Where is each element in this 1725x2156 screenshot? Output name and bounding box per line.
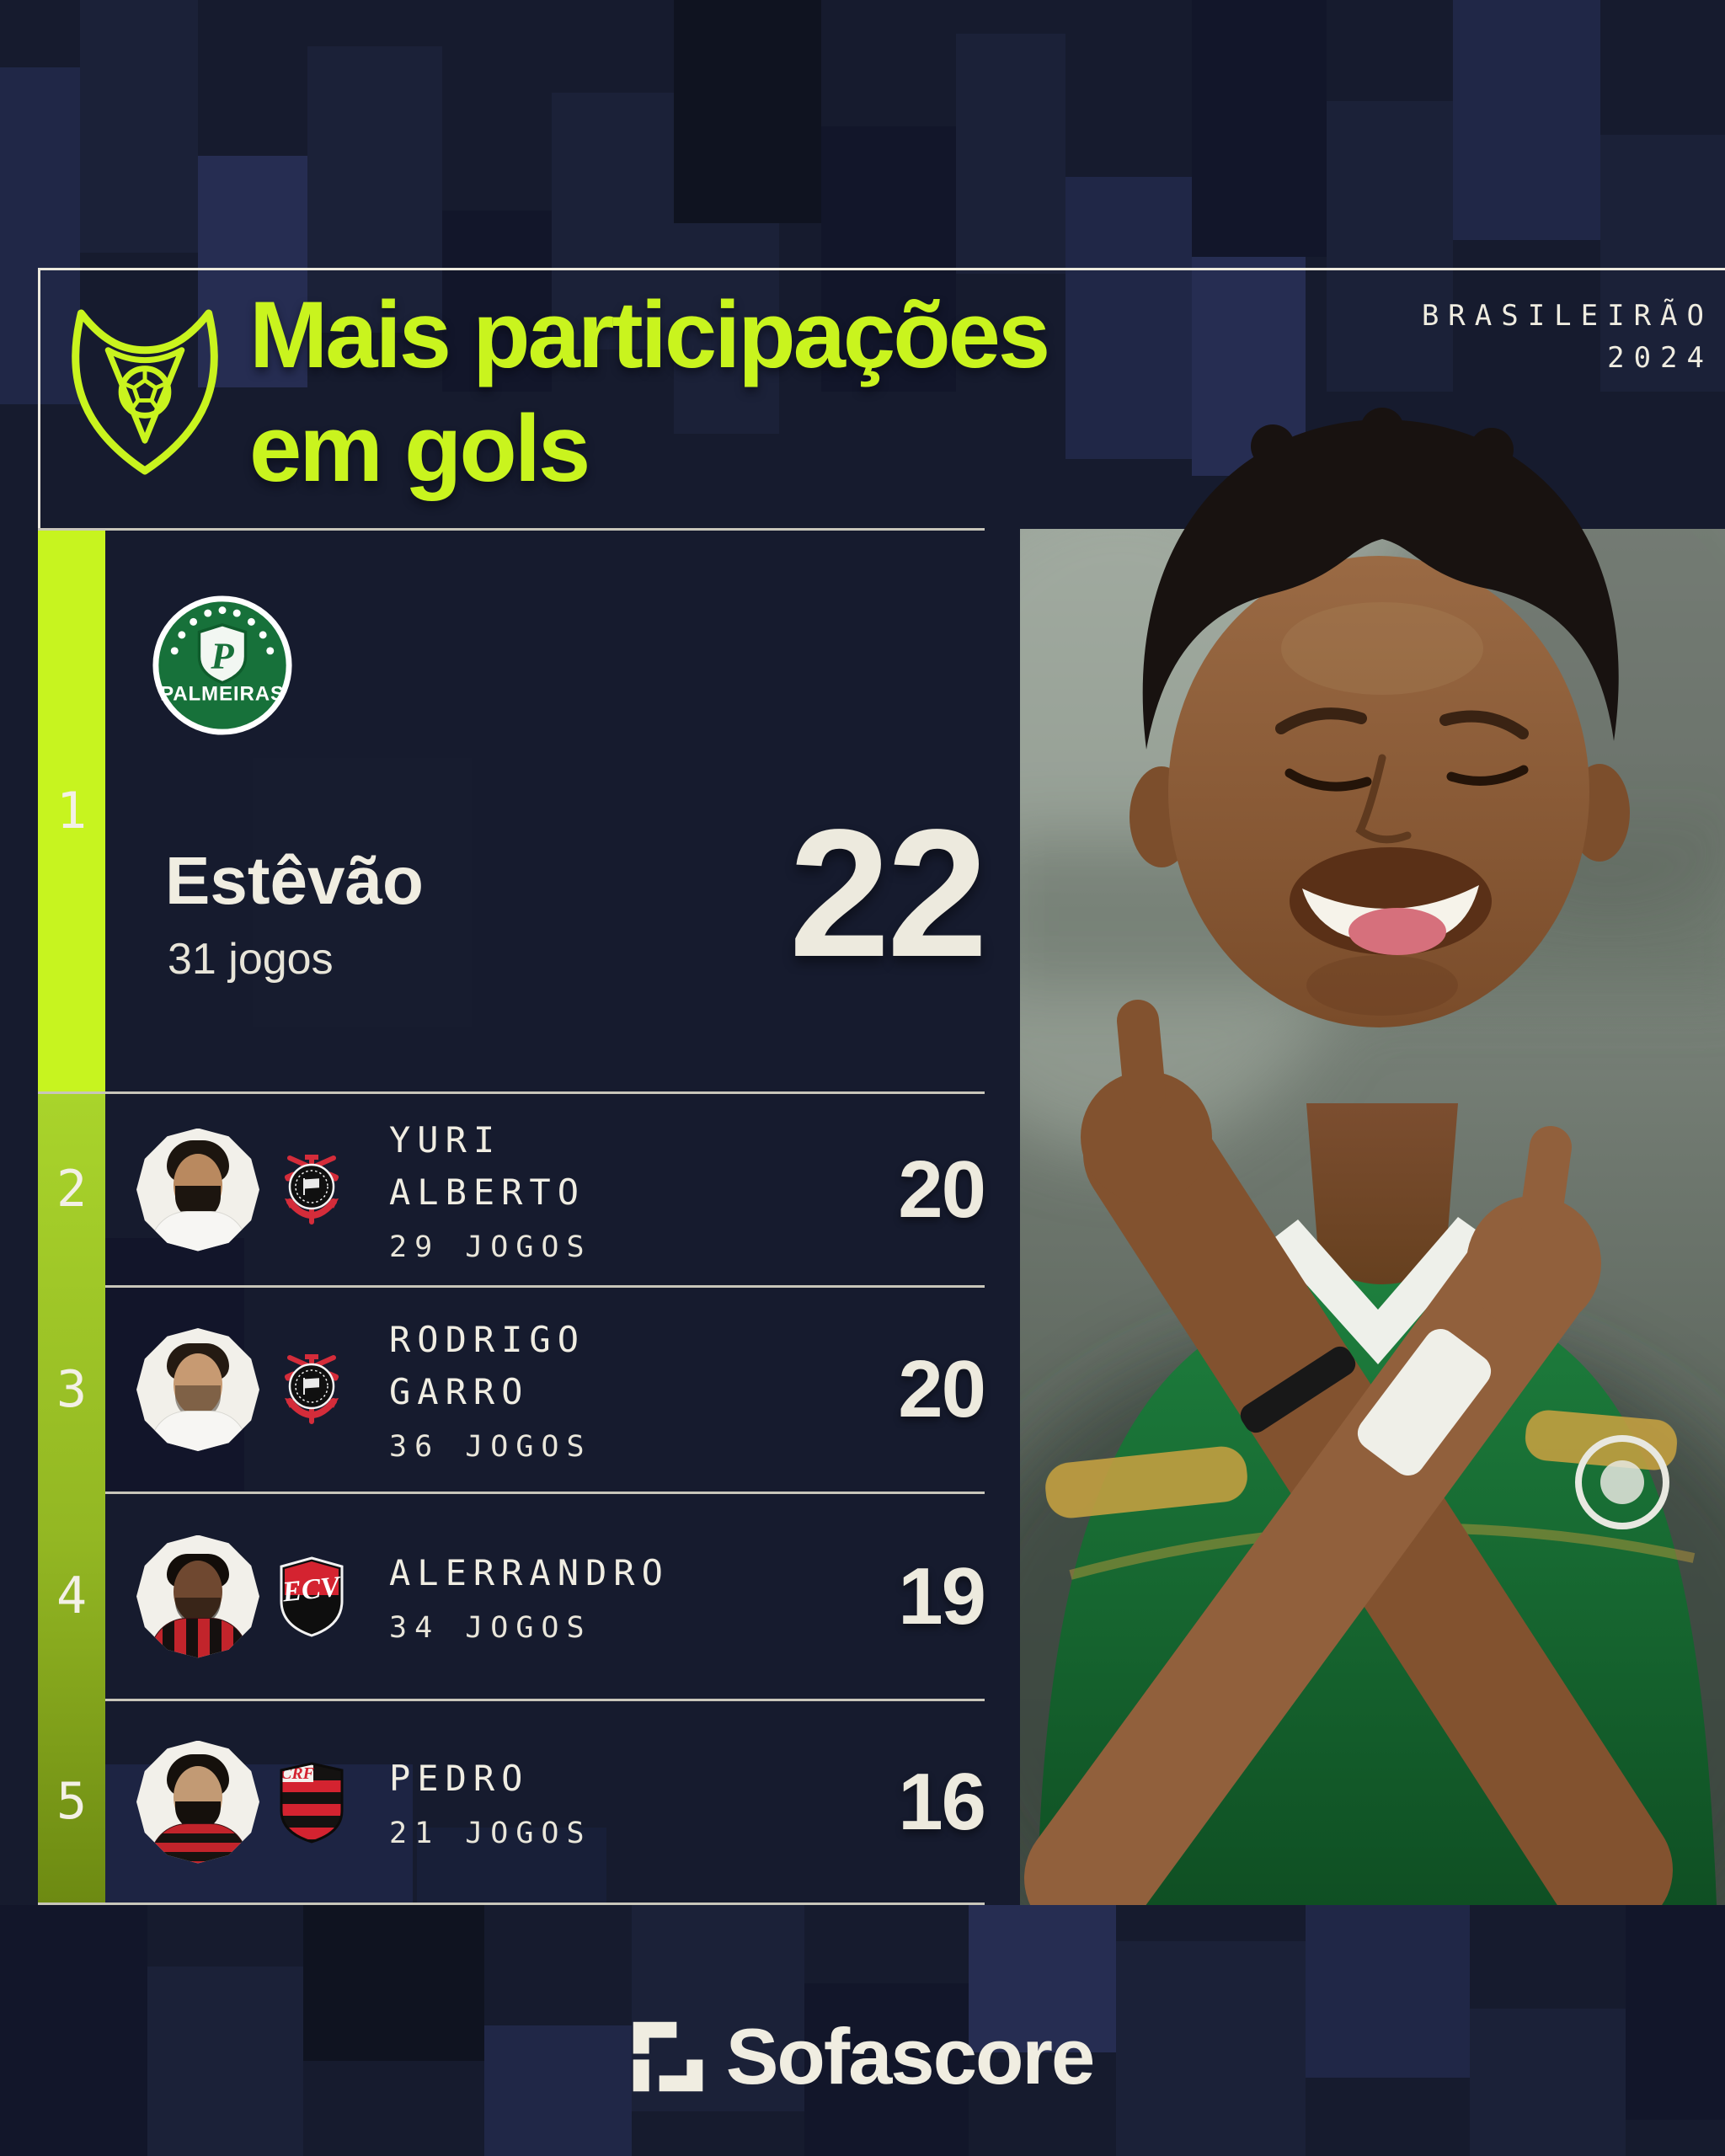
mosaic-tile	[442, 211, 552, 392]
list-bottom-divider	[38, 1903, 985, 1905]
mosaic-tile	[821, 126, 956, 392]
mosaic-tile	[1470, 2009, 1626, 2156]
page-title-line2: em gols	[249, 396, 590, 501]
mosaic-tile	[552, 93, 674, 350]
ranking-row-5: CRF PEDRO 21 JOGOS 16	[105, 1701, 986, 1903]
rank-number-2: 2	[56, 1160, 88, 1219]
footer-brand: Sofascore	[0, 2011, 1725, 2102]
player-name-line2: GARRO	[389, 1371, 530, 1412]
mosaic-tile	[1327, 101, 1453, 392]
svg-text:PALMEIRAS: PALMEIRAS	[160, 682, 285, 705]
mosaic-tile	[147, 1967, 303, 2156]
row-divider-1-2	[38, 1091, 985, 1094]
mosaic-tile	[804, 1983, 969, 2156]
player-games-estevao: 31 jogos	[168, 935, 334, 984]
mosaic-tile	[303, 1905, 484, 2061]
row-divider-3-4	[105, 1492, 985, 1494]
player-games: 34 JOGOS	[389, 1610, 592, 1645]
header-frame	[38, 268, 1725, 531]
corinthians-badge-icon	[284, 1154, 339, 1225]
rank-number-3: 3	[56, 1360, 88, 1419]
player-info: ALERRANDRO 34 JOGOS	[389, 1547, 670, 1646]
stat-value: 20	[898, 1344, 986, 1434]
mosaic-tile	[1306, 1905, 1470, 2078]
stat-value: 16	[898, 1756, 986, 1847]
row-divider-2-3	[105, 1285, 985, 1288]
player-photo-yuri-alberto	[136, 1128, 259, 1251]
player-games: 29 JOGOS	[389, 1230, 592, 1264]
rank-number-4: 4	[56, 1566, 88, 1625]
svg-text:ECV: ECV	[280, 1571, 344, 1608]
player-photo-alerrandro	[136, 1534, 259, 1658]
player-name-estevao: Estêvão	[165, 843, 424, 918]
player-name-line1: RODRIGO	[389, 1319, 586, 1360]
avatar-face	[174, 1353, 222, 1416]
mosaic-tile	[253, 758, 472, 1027]
brasileirao-trophy-icon	[72, 309, 218, 475]
sofascore-icon	[633, 2021, 702, 2092]
mosaic-tile	[1626, 1905, 1725, 2120]
ranking-row-2: YURI ALBERTO 29 JOGOS 20	[105, 1094, 986, 1285]
flamengo-badge-icon: CRF	[280, 1761, 344, 1844]
mosaic-tile	[307, 46, 442, 333]
mosaic-tile	[674, 0, 821, 223]
rank-2-5-highlight-bar	[38, 1094, 105, 1903]
svg-text:P: P	[210, 634, 234, 676]
player-photo-pedro	[136, 1740, 259, 1864]
player-games: 21 JOGOS	[389, 1816, 592, 1850]
player-games: 36 JOGOS	[389, 1430, 592, 1464]
player-photo-rodrigo-garro	[136, 1328, 259, 1451]
player-name-line1: PEDRO	[389, 1757, 530, 1799]
page-title: Mais participações em gols	[249, 278, 1050, 505]
stat-value: 19	[898, 1550, 986, 1641]
row-divider-4-5	[105, 1699, 985, 1701]
mosaic-tile	[1453, 0, 1600, 240]
player-name-line1: YURI	[389, 1118, 502, 1161]
mosaic-tile	[1192, 0, 1327, 257]
mosaic-tile	[484, 2025, 632, 2156]
season-year: 2024	[1607, 341, 1713, 375]
avatar-shirt	[150, 1617, 248, 1658]
stat-value: 20	[898, 1144, 986, 1235]
mosaic-tile	[80, 0, 198, 253]
rank-number-1: 1	[56, 782, 88, 841]
list-top-divider	[38, 528, 985, 531]
avatar-shirt	[150, 1411, 248, 1451]
mosaic-tile	[969, 1905, 1116, 2052]
ranking-row-4: ECV ALERRANDRO 34 JOGOS 19	[105, 1494, 986, 1699]
vitoria-badge-icon: ECV	[280, 1556, 344, 1637]
corinthians-badge-icon	[284, 1354, 339, 1424]
player-name-line1: ALERRANDRO	[389, 1551, 670, 1593]
hero-player-photo	[1020, 408, 1725, 1905]
mosaic-tile	[956, 34, 1065, 274]
brand-wordmark: Sofascore	[725, 2012, 1096, 2100]
mosaic-tile	[674, 223, 779, 434]
season-label: BRASILEIRÃO 2024	[1422, 295, 1713, 379]
rank-number-5: 5	[56, 1772, 88, 1831]
ranking-row-3: RODRIGO GARRO 36 JOGOS 20	[105, 1288, 986, 1492]
mosaic-tile	[1065, 177, 1192, 459]
avatar-shirt	[150, 1210, 248, 1251]
player-info: YURI ALBERTO 29 JOGOS	[389, 1114, 592, 1266]
mosaic-tile	[1600, 135, 1725, 392]
player-info: PEDRO 21 JOGOS	[389, 1753, 592, 1852]
player-cutout	[1024, 408, 1717, 1905]
mosaic-tile	[417, 1828, 606, 1905]
mosaic-tile	[1116, 1941, 1306, 2156]
mosaic-tile	[0, 1905, 147, 2156]
avatar-shirt	[150, 1822, 248, 1864]
player-info: RODRIGO GARRO 36 JOGOS	[389, 1314, 592, 1465]
palmeiras-badge-icon: P PALMEIRAS	[152, 595, 292, 735]
competition-name: BRASILEIRÃO	[1421, 299, 1713, 333]
page-title-line1: Mais participações	[249, 282, 1050, 387]
player-name-line2: ALBERTO	[389, 1171, 586, 1213]
stat-value-estevao: 22	[788, 791, 988, 995]
rank1-highlight-bar	[38, 531, 105, 1091]
